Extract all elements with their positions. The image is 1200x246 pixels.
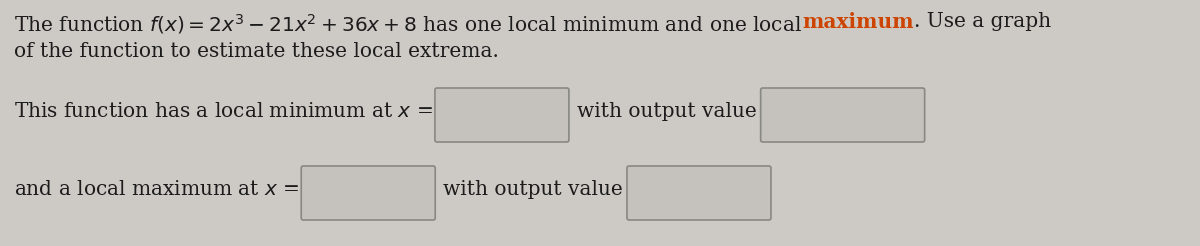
Text: maximum: maximum: [803, 12, 914, 32]
Text: with output value: with output value: [443, 180, 623, 199]
FancyBboxPatch shape: [301, 166, 436, 220]
FancyBboxPatch shape: [626, 166, 770, 220]
Text: of the function to estimate these local extrema.: of the function to estimate these local …: [14, 42, 499, 61]
Text: This function has a local minimum at $x$ =: This function has a local minimum at $x$…: [14, 102, 433, 121]
Text: The function $f(x) = 2x^3 - 21x^2 + 36x + 8$ has one local minimum and one local: The function $f(x) = 2x^3 - 21x^2 + 36x …: [14, 12, 803, 36]
FancyBboxPatch shape: [434, 88, 569, 142]
FancyBboxPatch shape: [761, 88, 925, 142]
Text: . Use a graph: . Use a graph: [914, 12, 1051, 31]
Text: with output value: with output value: [577, 102, 757, 121]
Text: and a local maximum at $x$ =: and a local maximum at $x$ =: [14, 180, 299, 199]
